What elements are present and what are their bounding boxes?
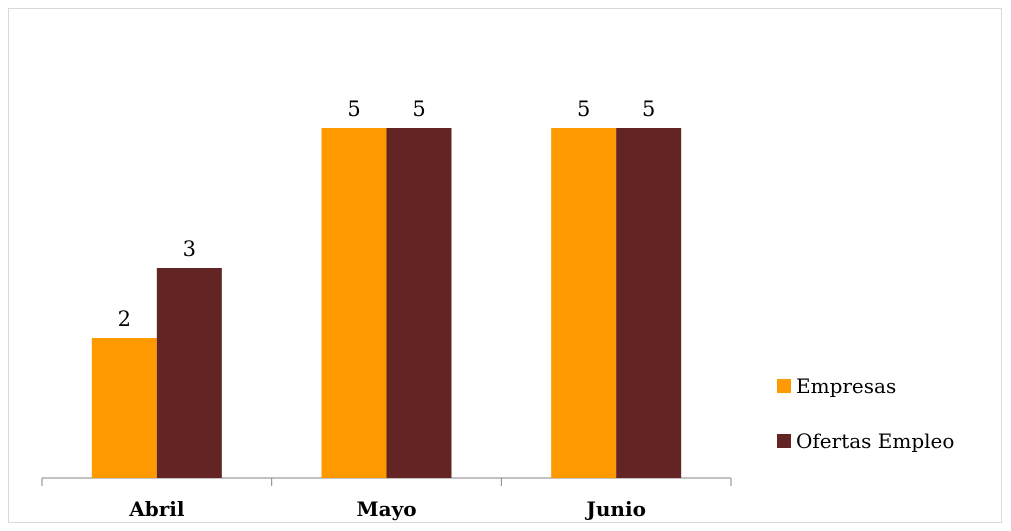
legend: Empresas Ofertas Empleo: [777, 374, 954, 453]
legend-label-ofertas-empleo: Ofertas Empleo: [796, 429, 954, 453]
data-label: 5: [412, 97, 425, 121]
data-label: 5: [577, 97, 590, 121]
x-axis-ticks: [41, 478, 732, 486]
category-label-mayo: Mayo: [356, 497, 416, 521]
bar-empresas-junio: [551, 128, 617, 478]
data-label: 2: [118, 307, 131, 331]
data-label: 3: [183, 237, 196, 261]
legend-label-empresas: Empresas: [796, 374, 896, 398]
bar-series: [91, 128, 682, 478]
data-labels: 2 3 5 5 5 5: [118, 97, 656, 331]
bar-ofertas-empleo-mayo: [386, 128, 452, 478]
category-label-junio: Junio: [584, 497, 645, 521]
data-label: 5: [347, 97, 360, 121]
bar-empresas-mayo: [321, 128, 387, 478]
legend-swatch-empresas: [777, 379, 791, 393]
bar-ofertas-empleo-junio: [616, 128, 682, 478]
category-labels: Abril Mayo Junio: [128, 497, 646, 521]
legend-swatch-ofertas-empleo: [777, 434, 791, 448]
bar-empresas-abril: [91, 338, 157, 478]
data-label: 5: [642, 97, 655, 121]
bar-ofertas-empleo-abril: [156, 268, 222, 478]
category-label-abril: Abril: [128, 497, 185, 521]
